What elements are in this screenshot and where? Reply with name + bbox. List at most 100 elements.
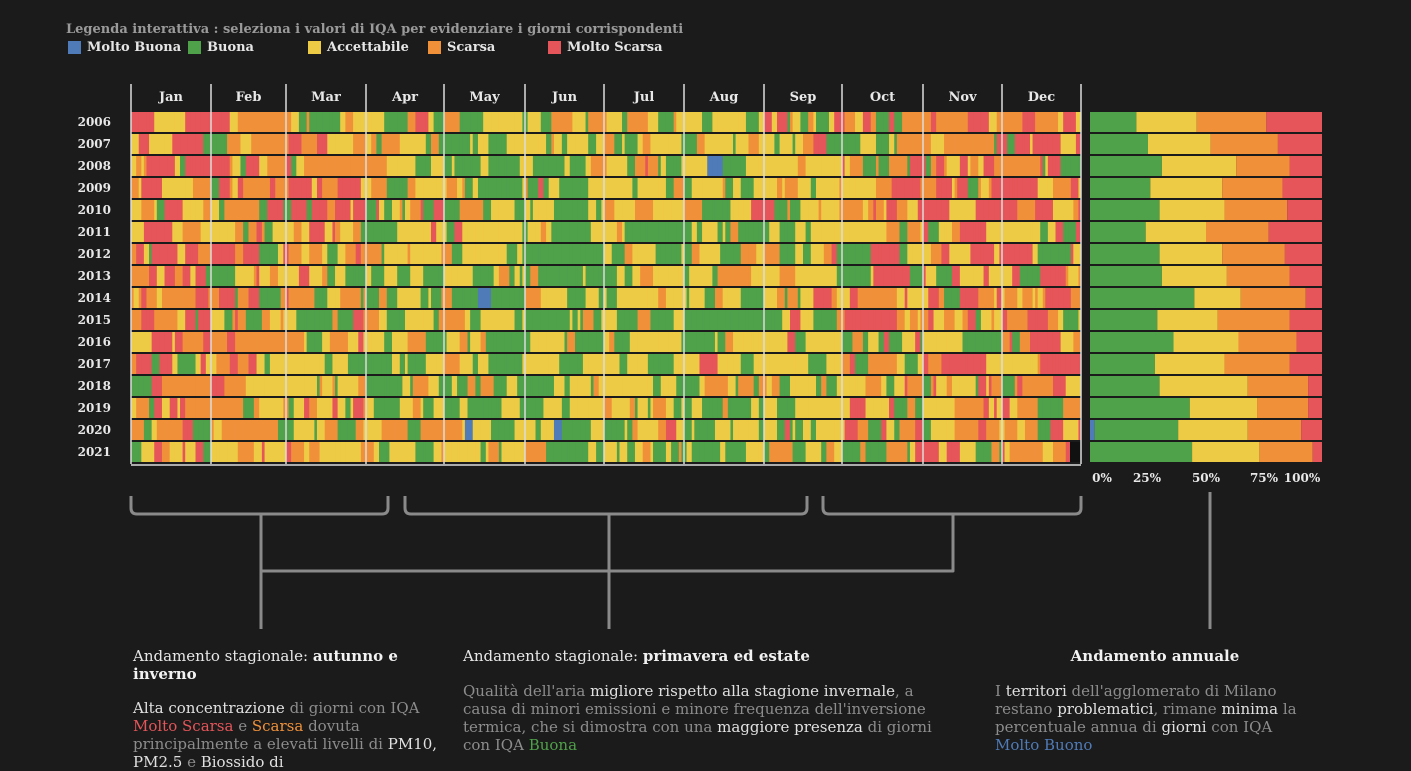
day-cell[interactable] — [907, 288, 916, 308]
day-cell[interactable] — [177, 354, 184, 374]
day-cell[interactable] — [978, 420, 982, 440]
day-cell[interactable] — [585, 266, 589, 286]
day-cell[interactable] — [389, 376, 398, 396]
day-cell[interactable] — [795, 244, 799, 264]
day-cell[interactable] — [868, 310, 874, 330]
bar-segment-molto-scarsa[interactable] — [1277, 134, 1322, 154]
day-cell[interactable] — [917, 156, 921, 176]
day-cell[interactable] — [933, 354, 942, 374]
day-cell[interactable] — [917, 376, 924, 396]
day-cell[interactable] — [604, 332, 610, 352]
day-cell[interactable] — [585, 244, 592, 264]
day-cell[interactable] — [915, 222, 921, 242]
day-cell[interactable] — [598, 354, 605, 374]
day-cell[interactable] — [195, 266, 202, 286]
day-cell[interactable] — [454, 332, 458, 352]
day-cell[interactable] — [980, 134, 987, 154]
day-cell[interactable] — [707, 156, 713, 176]
day-cell[interactable] — [598, 376, 605, 396]
day-cell[interactable] — [530, 200, 534, 220]
day-cell[interactable] — [366, 398, 375, 418]
day-cell[interactable] — [522, 354, 526, 374]
day-cell[interactable] — [1063, 134, 1072, 154]
day-cell[interactable] — [564, 376, 571, 396]
day-cell[interactable] — [779, 442, 788, 462]
day-cell[interactable] — [1012, 310, 1021, 330]
day-cell[interactable] — [470, 244, 476, 264]
day-cell[interactable] — [418, 134, 427, 154]
day-cell[interactable] — [994, 134, 998, 154]
day-cell[interactable] — [324, 310, 331, 330]
day-cell[interactable] — [467, 332, 471, 352]
day-cell[interactable] — [253, 156, 260, 176]
day-cell[interactable] — [725, 332, 734, 352]
day-cell[interactable] — [868, 222, 877, 242]
day-cell[interactable] — [936, 288, 940, 308]
day-cell[interactable] — [873, 266, 877, 286]
day-cell[interactable] — [622, 134, 626, 154]
day-cell[interactable] — [743, 442, 747, 462]
day-cell[interactable] — [564, 200, 573, 220]
day-cell[interactable] — [444, 266, 453, 286]
day-cell[interactable] — [826, 354, 835, 374]
day-cell[interactable] — [702, 156, 708, 176]
day-cell[interactable] — [627, 354, 636, 374]
day-cell[interactable] — [665, 178, 669, 198]
day-cell[interactable] — [1045, 156, 1049, 176]
day-cell[interactable] — [324, 134, 328, 154]
day-cell[interactable] — [596, 112, 602, 132]
day-cell[interactable] — [227, 288, 233, 308]
day-cell[interactable] — [735, 156, 742, 176]
day-cell[interactable] — [1047, 112, 1054, 132]
day-cell[interactable] — [1042, 156, 1046, 176]
day-cell[interactable] — [438, 266, 445, 286]
day-cell[interactable] — [480, 332, 487, 352]
day-cell[interactable] — [611, 134, 615, 154]
day-cell[interactable] — [240, 134, 249, 154]
day-cell[interactable] — [470, 310, 476, 330]
day-cell[interactable] — [205, 442, 212, 462]
day-cell[interactable] — [177, 310, 181, 330]
day-cell[interactable] — [143, 156, 147, 176]
day-cell[interactable] — [232, 376, 236, 396]
day-cell[interactable] — [517, 332, 523, 352]
day-cell[interactable] — [1052, 112, 1059, 132]
day-cell[interactable] — [415, 442, 419, 462]
day-cell[interactable] — [756, 442, 760, 462]
day-cell[interactable] — [928, 200, 937, 220]
day-cell[interactable] — [402, 178, 408, 198]
day-cell[interactable] — [818, 156, 822, 176]
day-cell[interactable] — [143, 244, 150, 264]
day-cell[interactable] — [720, 156, 724, 176]
day-cell[interactable] — [237, 112, 244, 132]
bar-segment-accettabile[interactable] — [1148, 134, 1211, 154]
day-cell[interactable] — [983, 156, 987, 176]
day-cell[interactable] — [894, 398, 903, 418]
day-cell[interactable] — [902, 266, 911, 286]
day-cell[interactable] — [986, 310, 992, 330]
day-cell[interactable] — [881, 354, 890, 374]
day-cell[interactable] — [446, 398, 453, 418]
day-cell[interactable] — [941, 332, 948, 352]
day-cell[interactable] — [707, 178, 711, 198]
day-cell[interactable] — [267, 354, 271, 374]
day-cell[interactable] — [229, 112, 239, 132]
day-cell[interactable] — [269, 310, 274, 330]
day-cell[interactable] — [1007, 134, 1016, 154]
day-cell[interactable] — [525, 112, 529, 132]
day-cell[interactable] — [878, 134, 882, 154]
day-cell[interactable] — [637, 134, 644, 154]
day-cell[interactable] — [909, 310, 919, 330]
day-cell[interactable] — [1009, 178, 1013, 198]
day-cell[interactable] — [577, 398, 581, 418]
day-cell[interactable] — [540, 200, 547, 220]
day-cell[interactable] — [596, 200, 602, 220]
day-cell[interactable] — [642, 332, 651, 352]
day-cell[interactable] — [733, 244, 742, 264]
day-cell[interactable] — [730, 398, 737, 418]
day-cell[interactable] — [136, 398, 145, 418]
day-cell[interactable] — [938, 332, 942, 352]
day-cell[interactable] — [253, 376, 260, 396]
day-cell[interactable] — [1032, 288, 1036, 308]
day-cell[interactable] — [1052, 156, 1056, 176]
